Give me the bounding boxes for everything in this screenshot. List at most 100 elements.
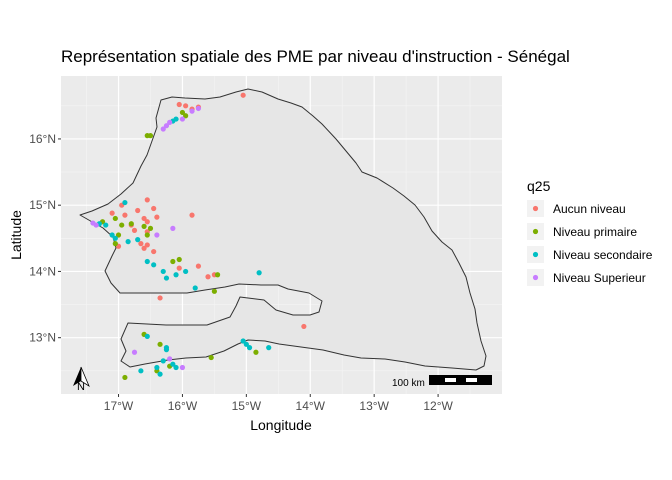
- legend-item-label: Aucun niveau: [553, 202, 626, 216]
- data-point: [144, 219, 150, 225]
- data-point: [154, 364, 160, 371]
- y-tick-label: 13°N: [29, 331, 56, 345]
- y-axis-ticks: 13°N 14°N 15°N 16°N: [29, 132, 61, 345]
- data-point: [163, 347, 170, 353]
- data-point: [211, 288, 217, 294]
- data-point: [128, 221, 134, 227]
- data-point: [160, 268, 166, 275]
- data-points: [90, 92, 307, 381]
- x-tick-label: 16°W: [168, 399, 198, 413]
- data-point: [214, 272, 221, 278]
- legend: Aucun niveau Niveau primaire Niveau second…: [527, 200, 653, 286]
- y-tick-label: 14°N: [29, 264, 56, 278]
- scale-bar-label: 100 km: [392, 378, 425, 389]
- data-point: [131, 349, 138, 355]
- data-point: [176, 256, 182, 263]
- x-tick-label: 17°W: [104, 399, 134, 413]
- legend-item-label: Niveau Superieur: [553, 271, 646, 285]
- x-axis-label: Longitude: [250, 417, 312, 433]
- data-point: [192, 285, 198, 291]
- data-point: [301, 323, 307, 330]
- data-point: [135, 237, 141, 243]
- data-point: [246, 345, 253, 351]
- data-point: [183, 268, 189, 275]
- legend-key-dot: [532, 228, 539, 235]
- y-tick-label: 16°N: [29, 132, 56, 146]
- data-point: [167, 119, 173, 125]
- data-point: [208, 354, 214, 361]
- legend-key-dot: [532, 205, 539, 212]
- data-point: [144, 242, 150, 248]
- data-point: [253, 349, 259, 355]
- data-point: [173, 364, 179, 371]
- data-point: [154, 214, 160, 220]
- data-point: [151, 248, 157, 255]
- data-point: [112, 215, 118, 222]
- data-point: [138, 368, 144, 374]
- x-tick-label: 13°W: [359, 399, 389, 413]
- data-point: [163, 123, 170, 129]
- data-point: [119, 222, 125, 228]
- data-point: [167, 356, 173, 362]
- data-point: [125, 239, 131, 245]
- data-point: [151, 205, 157, 212]
- x-tick-label: 15°W: [232, 399, 262, 413]
- y-tick-label: 15°N: [29, 198, 56, 212]
- north-arrow-label: N: [77, 381, 85, 393]
- y-axis-label: Latitude: [8, 210, 24, 260]
- data-point: [266, 345, 272, 351]
- legend-title: q25: [527, 178, 551, 194]
- data-point: [109, 232, 115, 238]
- data-point: [141, 223, 147, 229]
- data-point: [109, 210, 115, 216]
- data-point: [256, 270, 262, 276]
- data-point: [160, 358, 166, 364]
- x-axis-ticks: 17°W 16°W 15°W 14°W 13°W 12°W: [104, 394, 453, 413]
- data-point: [195, 263, 202, 269]
- data-point: [157, 295, 163, 301]
- data-point: [151, 262, 157, 268]
- scale-bar: 100 km: [392, 375, 492, 389]
- data-point: [144, 197, 150, 203]
- data-point: [176, 101, 182, 108]
- data-point: [160, 126, 166, 132]
- data-point: [147, 225, 154, 231]
- x-tick-label: 12°W: [423, 399, 453, 413]
- data-point: [240, 338, 246, 344]
- data-point: [243, 341, 249, 347]
- legend-item-label: Niveau primaire: [553, 225, 637, 239]
- data-point: [112, 241, 118, 247]
- data-point: [179, 364, 186, 371]
- data-point: [154, 232, 160, 238]
- data-point: [131, 227, 138, 233]
- north-arrow: N: [73, 366, 90, 393]
- data-point: [122, 212, 128, 218]
- data-point: [179, 109, 186, 116]
- data-point: [147, 133, 154, 139]
- data-point: [112, 235, 118, 241]
- data-point: [157, 341, 163, 347]
- data-point: [170, 361, 176, 367]
- data-point: [179, 116, 186, 122]
- data-point: [138, 241, 144, 247]
- data-point: [189, 108, 195, 114]
- legend-item-label: Niveau secondaire: [553, 248, 653, 262]
- data-point: [183, 113, 189, 119]
- data-point: [195, 105, 202, 112]
- chart-title: Représentation spatiale des PME par nive…: [61, 47, 570, 66]
- data-point: [205, 274, 211, 280]
- data-point: [122, 199, 128, 206]
- data-point: [176, 265, 182, 271]
- data-point: [144, 258, 150, 265]
- data-point: [183, 103, 189, 109]
- data-point: [93, 222, 99, 228]
- legend-key-dot: [532, 274, 539, 281]
- data-point: [173, 272, 179, 278]
- data-point: [170, 225, 176, 231]
- data-point: [189, 212, 195, 218]
- data-point: [135, 207, 141, 214]
- data-point: [144, 232, 150, 238]
- senegal-boundary: [79, 88, 487, 371]
- data-point: [115, 232, 122, 238]
